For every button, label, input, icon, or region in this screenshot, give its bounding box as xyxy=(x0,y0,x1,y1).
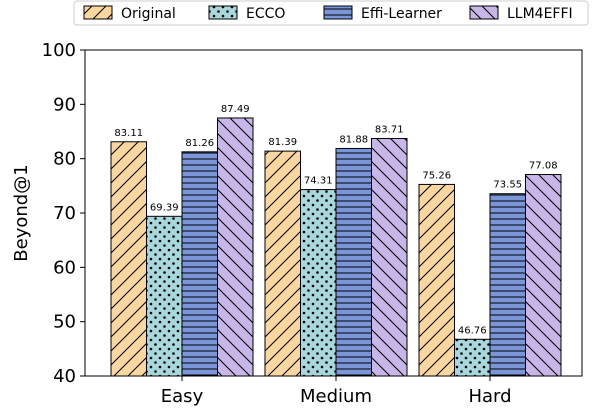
data-label: 46.76 xyxy=(458,325,487,336)
bar-hatch xyxy=(454,338,491,377)
bar-hatch xyxy=(525,174,562,377)
data-label: 69.39 xyxy=(150,202,179,213)
y-tick-label: 80 xyxy=(53,149,76,170)
data-label: 73.55 xyxy=(493,180,522,191)
y-tick-label: 100 xyxy=(42,40,76,61)
y-tick-label: 70 xyxy=(53,203,76,224)
y-tick-label: 50 xyxy=(53,312,76,333)
legend-label: ECCO xyxy=(246,6,285,22)
y-tick-label: 40 xyxy=(53,366,76,387)
y-tick-label: 60 xyxy=(53,257,76,278)
data-label: 83.71 xyxy=(375,125,404,136)
plot-area: 83.11 81.39 75.26 69.39 74.31 46.76 81.26 81.88… xyxy=(42,40,583,407)
data-label: 75.26 xyxy=(422,170,451,181)
legend-label: Original xyxy=(121,6,176,22)
bar-hatch xyxy=(110,141,147,377)
x-tick-label: Easy xyxy=(161,386,204,407)
x-tick-label: Hard xyxy=(468,386,511,407)
legend-label: Effi-Learner xyxy=(361,6,442,22)
data-label: 81.39 xyxy=(268,137,297,148)
legend-swatch-hatch xyxy=(323,5,353,20)
data-label: 81.88 xyxy=(339,134,368,145)
legend: Original ECCO Effi-Learner LLM4EFFI xyxy=(73,0,589,26)
data-label: 83.11 xyxy=(114,128,143,139)
data-label: 81.26 xyxy=(185,138,214,149)
bar-hatch xyxy=(217,117,254,377)
legend-label: LLM4EFFI xyxy=(507,6,573,22)
bar-hatch xyxy=(264,150,301,377)
legend-swatch-hatch xyxy=(83,5,113,20)
bar-hatch xyxy=(146,215,183,377)
data-label: 87.49 xyxy=(221,104,250,115)
legend-swatch-hatch xyxy=(208,5,238,20)
bar-hatch xyxy=(371,138,408,377)
bar-hatch xyxy=(418,183,455,377)
y-tick-label: 90 xyxy=(53,94,76,115)
bar-hatch xyxy=(489,193,526,377)
data-label: 74.31 xyxy=(304,176,333,187)
bar-hatch xyxy=(335,147,372,377)
y-axis-title: Beyond@1 xyxy=(11,164,32,261)
data-label: 77.08 xyxy=(529,161,558,172)
bar-hatch xyxy=(181,151,218,377)
bar-hatch xyxy=(300,189,337,377)
legend-swatch-hatch xyxy=(469,5,499,20)
x-tick-label: Medium xyxy=(300,386,372,407)
